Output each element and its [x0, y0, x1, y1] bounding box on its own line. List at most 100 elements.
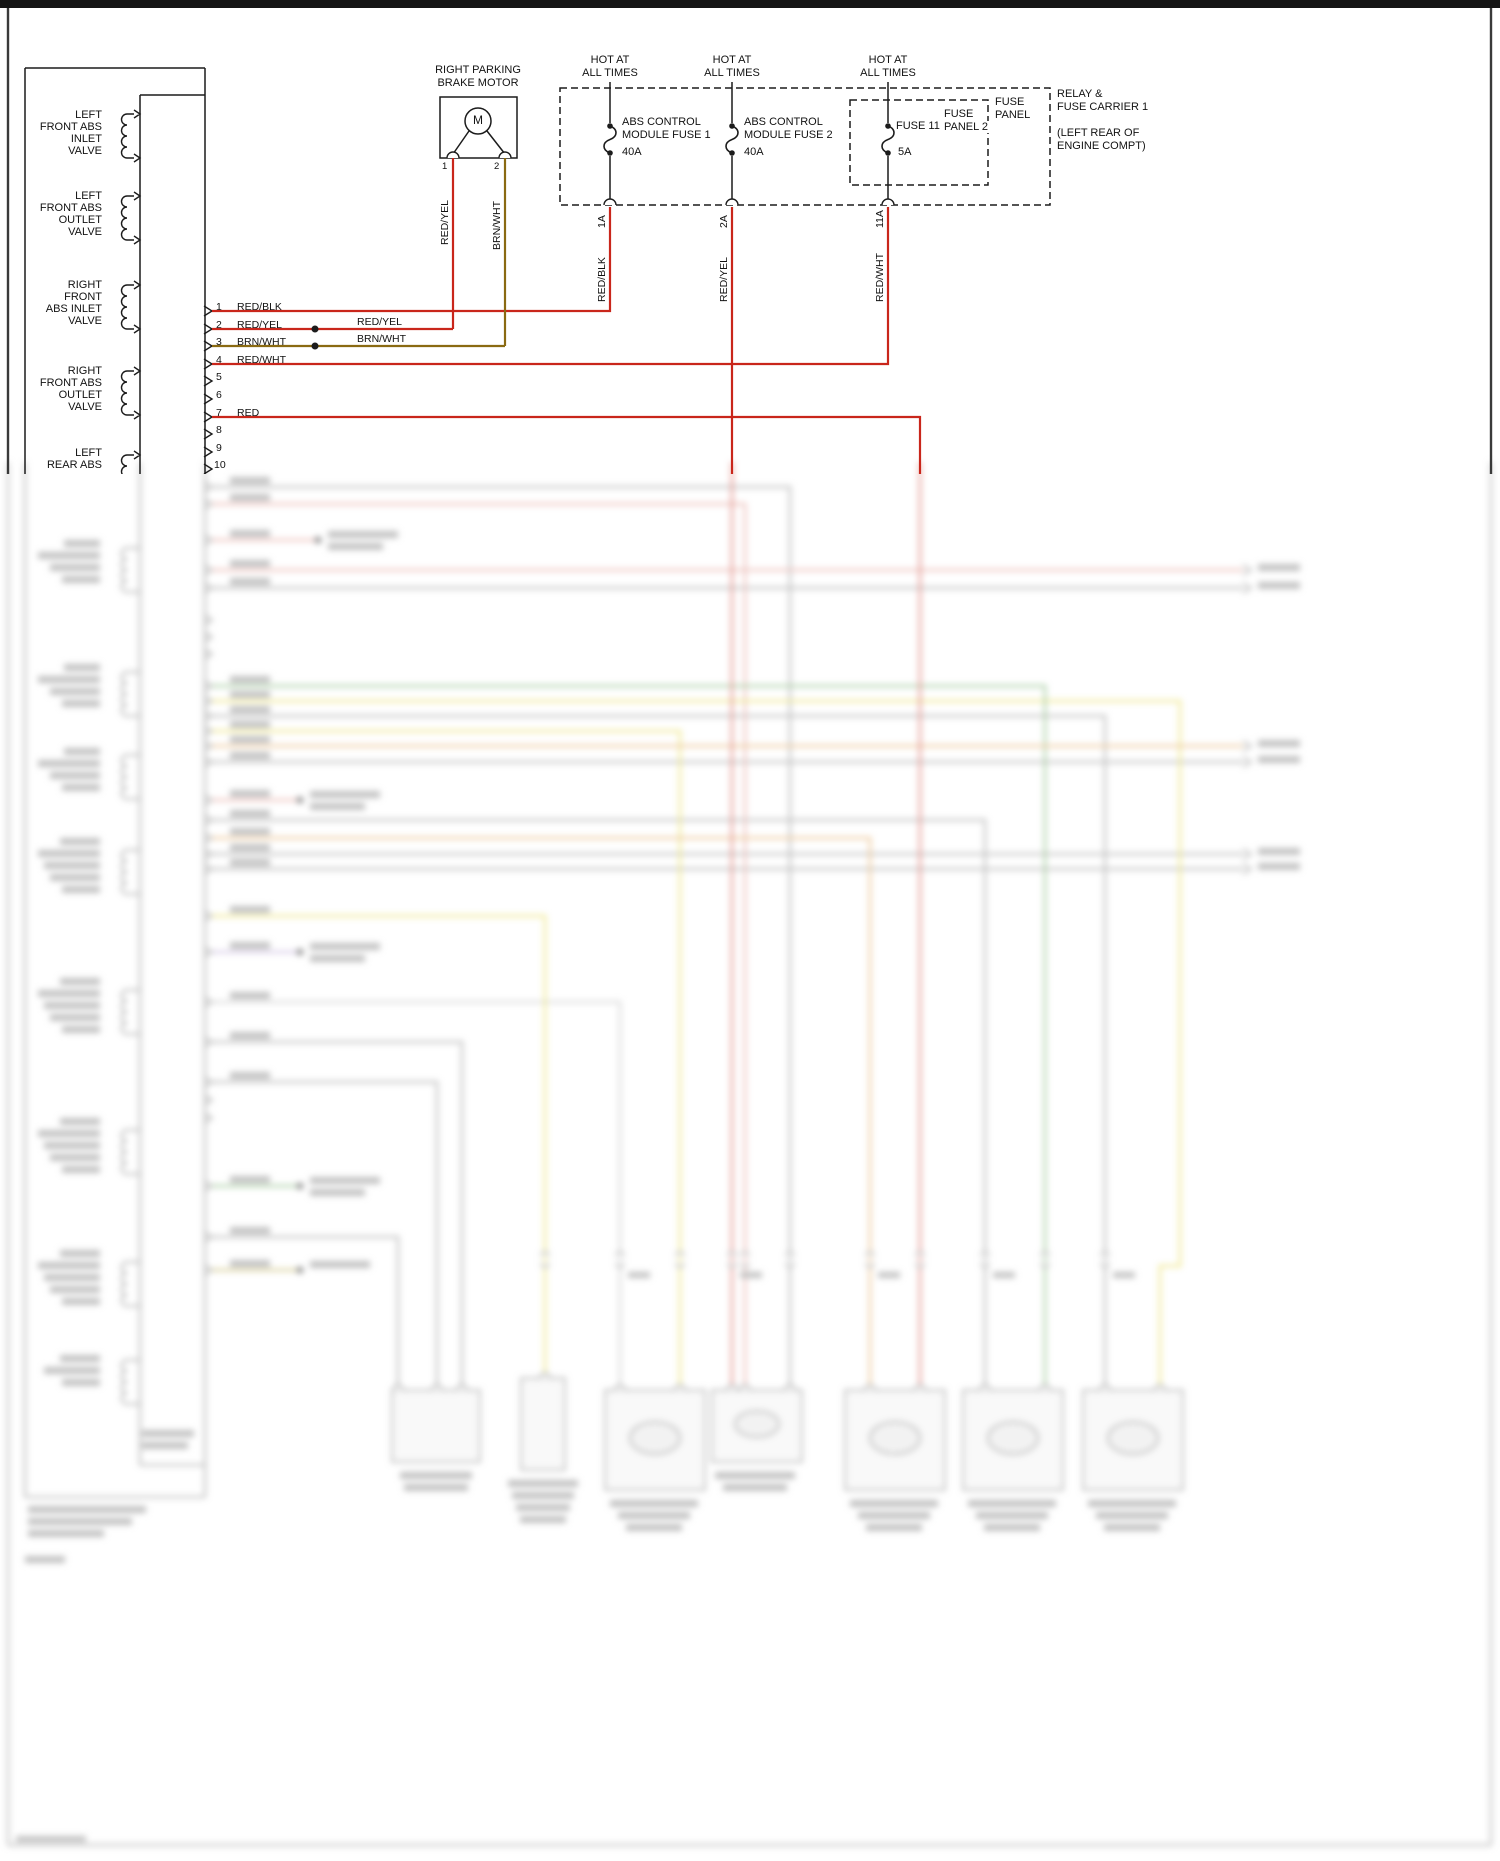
component-label-line: OUTLET: [58, 214, 102, 226]
motor-wire-label: RED/YEL: [439, 200, 451, 245]
valve-coil-symbols: [120, 109, 142, 474]
fuse-rating: 40A: [744, 146, 764, 158]
page-border-blur: [6, 462, 1493, 1847]
wires-yellow-blur: [212, 699, 1182, 1388]
hot-at-label: ALL TIMES: [704, 67, 760, 79]
component-lead-bumps-blur: [392, 1372, 1166, 1391]
fuse-label: ABS CONTROL: [744, 116, 823, 128]
component-label-line: OUTLET: [58, 389, 102, 401]
splice-dots-blur: [296, 536, 322, 1274]
component-label-right-front-abs-inlet-valve: RIGHT FRONT ABS INLET VALVE: [27, 279, 102, 327]
pin-number: 2: [216, 319, 222, 331]
fuse-panel-dashed-box: [559, 87, 1051, 206]
motor-title: RIGHT PARKING: [435, 64, 521, 76]
wires-red-blur: [730, 462, 922, 1388]
feed-wire-label: RED/YEL: [718, 257, 730, 302]
motor-wire-label: BRN/WHT: [491, 201, 503, 250]
component-label-line: LEFT: [75, 447, 102, 459]
fuse-label: MODULE FUSE 1: [622, 129, 711, 141]
fuse-panel-2-label: PANEL 2: [942, 121, 991, 133]
circuit-ref-label: 1A: [596, 215, 608, 228]
component-label-line: FRONT ABS: [39, 202, 102, 214]
fuse-panel-label: PANEL: [993, 109, 1033, 121]
inline-connectors-blur: [540, 1251, 1110, 1268]
motor-title: BRAKE MOTOR: [437, 77, 519, 89]
component-label-right-front-abs-outlet-valve: RIGHT FRONT ABS OUTLET VALVE: [27, 365, 102, 413]
fuse-rating: 5A: [898, 146, 912, 158]
brown-wire: [212, 158, 507, 348]
component-label-line: LEFT: [75, 109, 102, 121]
splice-dots: [311, 325, 319, 350]
motor-symbol-letter: M: [473, 113, 483, 127]
hot-at-label: ALL TIMES: [860, 67, 916, 79]
bottom-component-boxes-blur: [391, 1377, 1184, 1491]
abs-module-outline-blur: [24, 462, 206, 1498]
relay-carrier-label: ENGINE COMPT): [1057, 140, 1146, 152]
pin-number: 4: [216, 354, 222, 366]
pin-wire-label: RED: [237, 407, 260, 419]
feed-wire-label: RED/WHT: [874, 253, 886, 302]
component-label-line: LEFT: [75, 190, 102, 202]
wires-salmon-blur: [212, 502, 1243, 1388]
hot-at-label: HOT AT: [868, 54, 908, 66]
pin-wire-label: BRN/WHT: [237, 336, 286, 348]
sharp-diagram-layer: [0, 0, 1500, 474]
component-label-line: INLET: [70, 133, 102, 145]
circuit-ref-label: 2A: [718, 215, 730, 228]
wires-gray-blur: [212, 485, 1243, 1388]
fuse-label: MODULE FUSE 2: [744, 129, 833, 141]
parking-brake-motor-symbol: [439, 96, 518, 159]
component-label-left-front-abs-inlet-valve: LEFT FRONT ABS INLET VALVE: [27, 109, 102, 157]
pin-wire-label: RED/YEL: [237, 319, 282, 331]
component-label-line: REAR ABS: [46, 459, 102, 471]
fuse-panel-symbols: [559, 82, 1051, 206]
component-label-left-rear-abs: LEFT REAR ABS: [27, 447, 102, 471]
component-label-line: RIGHT: [67, 365, 102, 377]
right-edge-connectors-blur: [1242, 564, 1253, 875]
component-label-line: RIGHT: [67, 279, 102, 291]
fuse-symbols: [603, 125, 895, 154]
component-label-line: VALVE: [68, 401, 102, 413]
hot-at-label: HOT AT: [712, 54, 752, 66]
fuse-panel-2-dashed-box: [849, 99, 989, 186]
motor-terminal-number: 1: [442, 161, 448, 172]
relay-carrier-label: RELAY &: [1057, 88, 1103, 100]
pin-number: 10: [214, 459, 226, 471]
component-label-left-front-abs-outlet-valve: LEFT FRONT ABS OUTLET VALVE: [27, 190, 102, 238]
component-label-line: FRONT ABS: [39, 121, 102, 133]
pin-wire-label: RED/BLK: [237, 301, 282, 313]
splice-wire-label: BRN/WHT: [357, 333, 406, 345]
relay-carrier-label: (LEFT REAR OF: [1057, 127, 1140, 139]
fuse-label: FUSE 11: [896, 120, 940, 132]
component-label-line: VALVE: [68, 315, 102, 327]
pin-number: 5: [216, 371, 222, 383]
valve-coil-symbols-blur: [120, 547, 140, 1405]
abs-module-outline: [24, 67, 206, 474]
fuse-panel-2-label: FUSE: [942, 108, 976, 120]
pin-number: 9: [216, 442, 222, 454]
fuse-terminal-dots: [607, 123, 891, 156]
pin-number: 1: [216, 301, 222, 313]
pin-number: 8: [216, 424, 222, 436]
component-label-line: VALVE: [68, 145, 102, 157]
feed-wire-label: RED/BLK: [596, 257, 608, 302]
page-border-top: [0, 0, 1500, 8]
page-border-sides: [6, 8, 1493, 474]
connector-bumps: [446, 151, 895, 206]
wires-orange-blur: [212, 744, 1243, 1388]
pin-number: 3: [216, 336, 222, 348]
hot-at-label: HOT AT: [590, 54, 630, 66]
fuse-rating: 40A: [622, 146, 642, 158]
component-label-line: FRONT: [64, 291, 102, 303]
wire-lightgray-blur: [212, 1000, 622, 1388]
pin-number: 7: [216, 407, 222, 419]
component-label-line: ABS INLET: [45, 303, 102, 315]
fuse-panel-label: FUSE: [993, 96, 1027, 108]
wires-green-blur: [212, 684, 1047, 1388]
hot-at-label: ALL TIMES: [582, 67, 638, 79]
splice-wire-label: RED/YEL: [357, 316, 402, 328]
fuse-label: ABS CONTROL: [622, 116, 701, 128]
